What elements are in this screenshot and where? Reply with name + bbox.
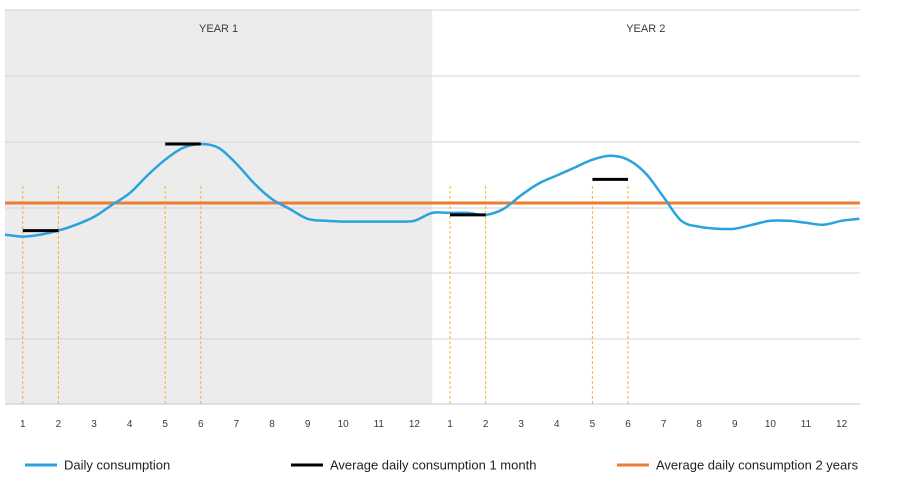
series-layer <box>4 142 860 238</box>
reference-lines <box>22 186 629 404</box>
x-tick-label: 8 <box>269 419 275 430</box>
x-tick-label: 3 <box>91 419 97 430</box>
series-daily-consumption-line <box>4 142 860 238</box>
x-tick-label: 6 <box>625 419 631 430</box>
period-shade-1 <box>5 10 433 404</box>
x-tick-label: 6 <box>198 419 204 430</box>
legend: Daily consumption Average daily consumpti… <box>25 458 859 473</box>
legend-label-2: Average daily consumption 1 month <box>330 458 536 473</box>
legend-label-1: Daily consumption <box>64 458 170 473</box>
x-tick-label: 1 <box>20 419 26 430</box>
x-tick-label: 3 <box>518 419 524 430</box>
text-layer: YEAR 1 YEAR 21 2 3 4 5 6 7 8 9 10 11 12 1 2 3 4 5 6 7 8 9 10 11… <box>20 23 848 430</box>
x-tick-label: 11 <box>801 419 812 430</box>
x-tick-label: 10 <box>338 419 350 430</box>
x-tick-label: 7 <box>234 419 240 430</box>
x-tick-label: 2 <box>56 419 62 430</box>
x-tick-label: 12 <box>409 419 421 430</box>
x-tick-label: 4 <box>554 419 560 430</box>
x-tick-label: 2 <box>483 419 489 430</box>
x-tick-label: 12 <box>836 419 848 430</box>
legend-label-3: Average daily consumption 2 years <box>656 458 859 473</box>
x-tick-label: 5 <box>162 419 168 430</box>
year-label-1: YEAR 1 <box>199 23 238 35</box>
year-label-2: YEAR 2 <box>626 23 665 35</box>
x-tick-label: 1 <box>447 419 453 430</box>
x-tick-label: 9 <box>732 419 738 430</box>
x-tick-label: 4 <box>127 419 133 430</box>
gridlines <box>5 9 860 405</box>
x-tick-label: 7 <box>661 419 667 430</box>
background-layer <box>5 10 433 404</box>
x-tick-label: 10 <box>765 419 777 430</box>
x-tick-label: 9 <box>305 419 311 430</box>
x-tick-label: 8 <box>696 419 702 430</box>
x-tick-label: 11 <box>374 419 385 430</box>
x-tick-label: 5 <box>590 419 596 430</box>
